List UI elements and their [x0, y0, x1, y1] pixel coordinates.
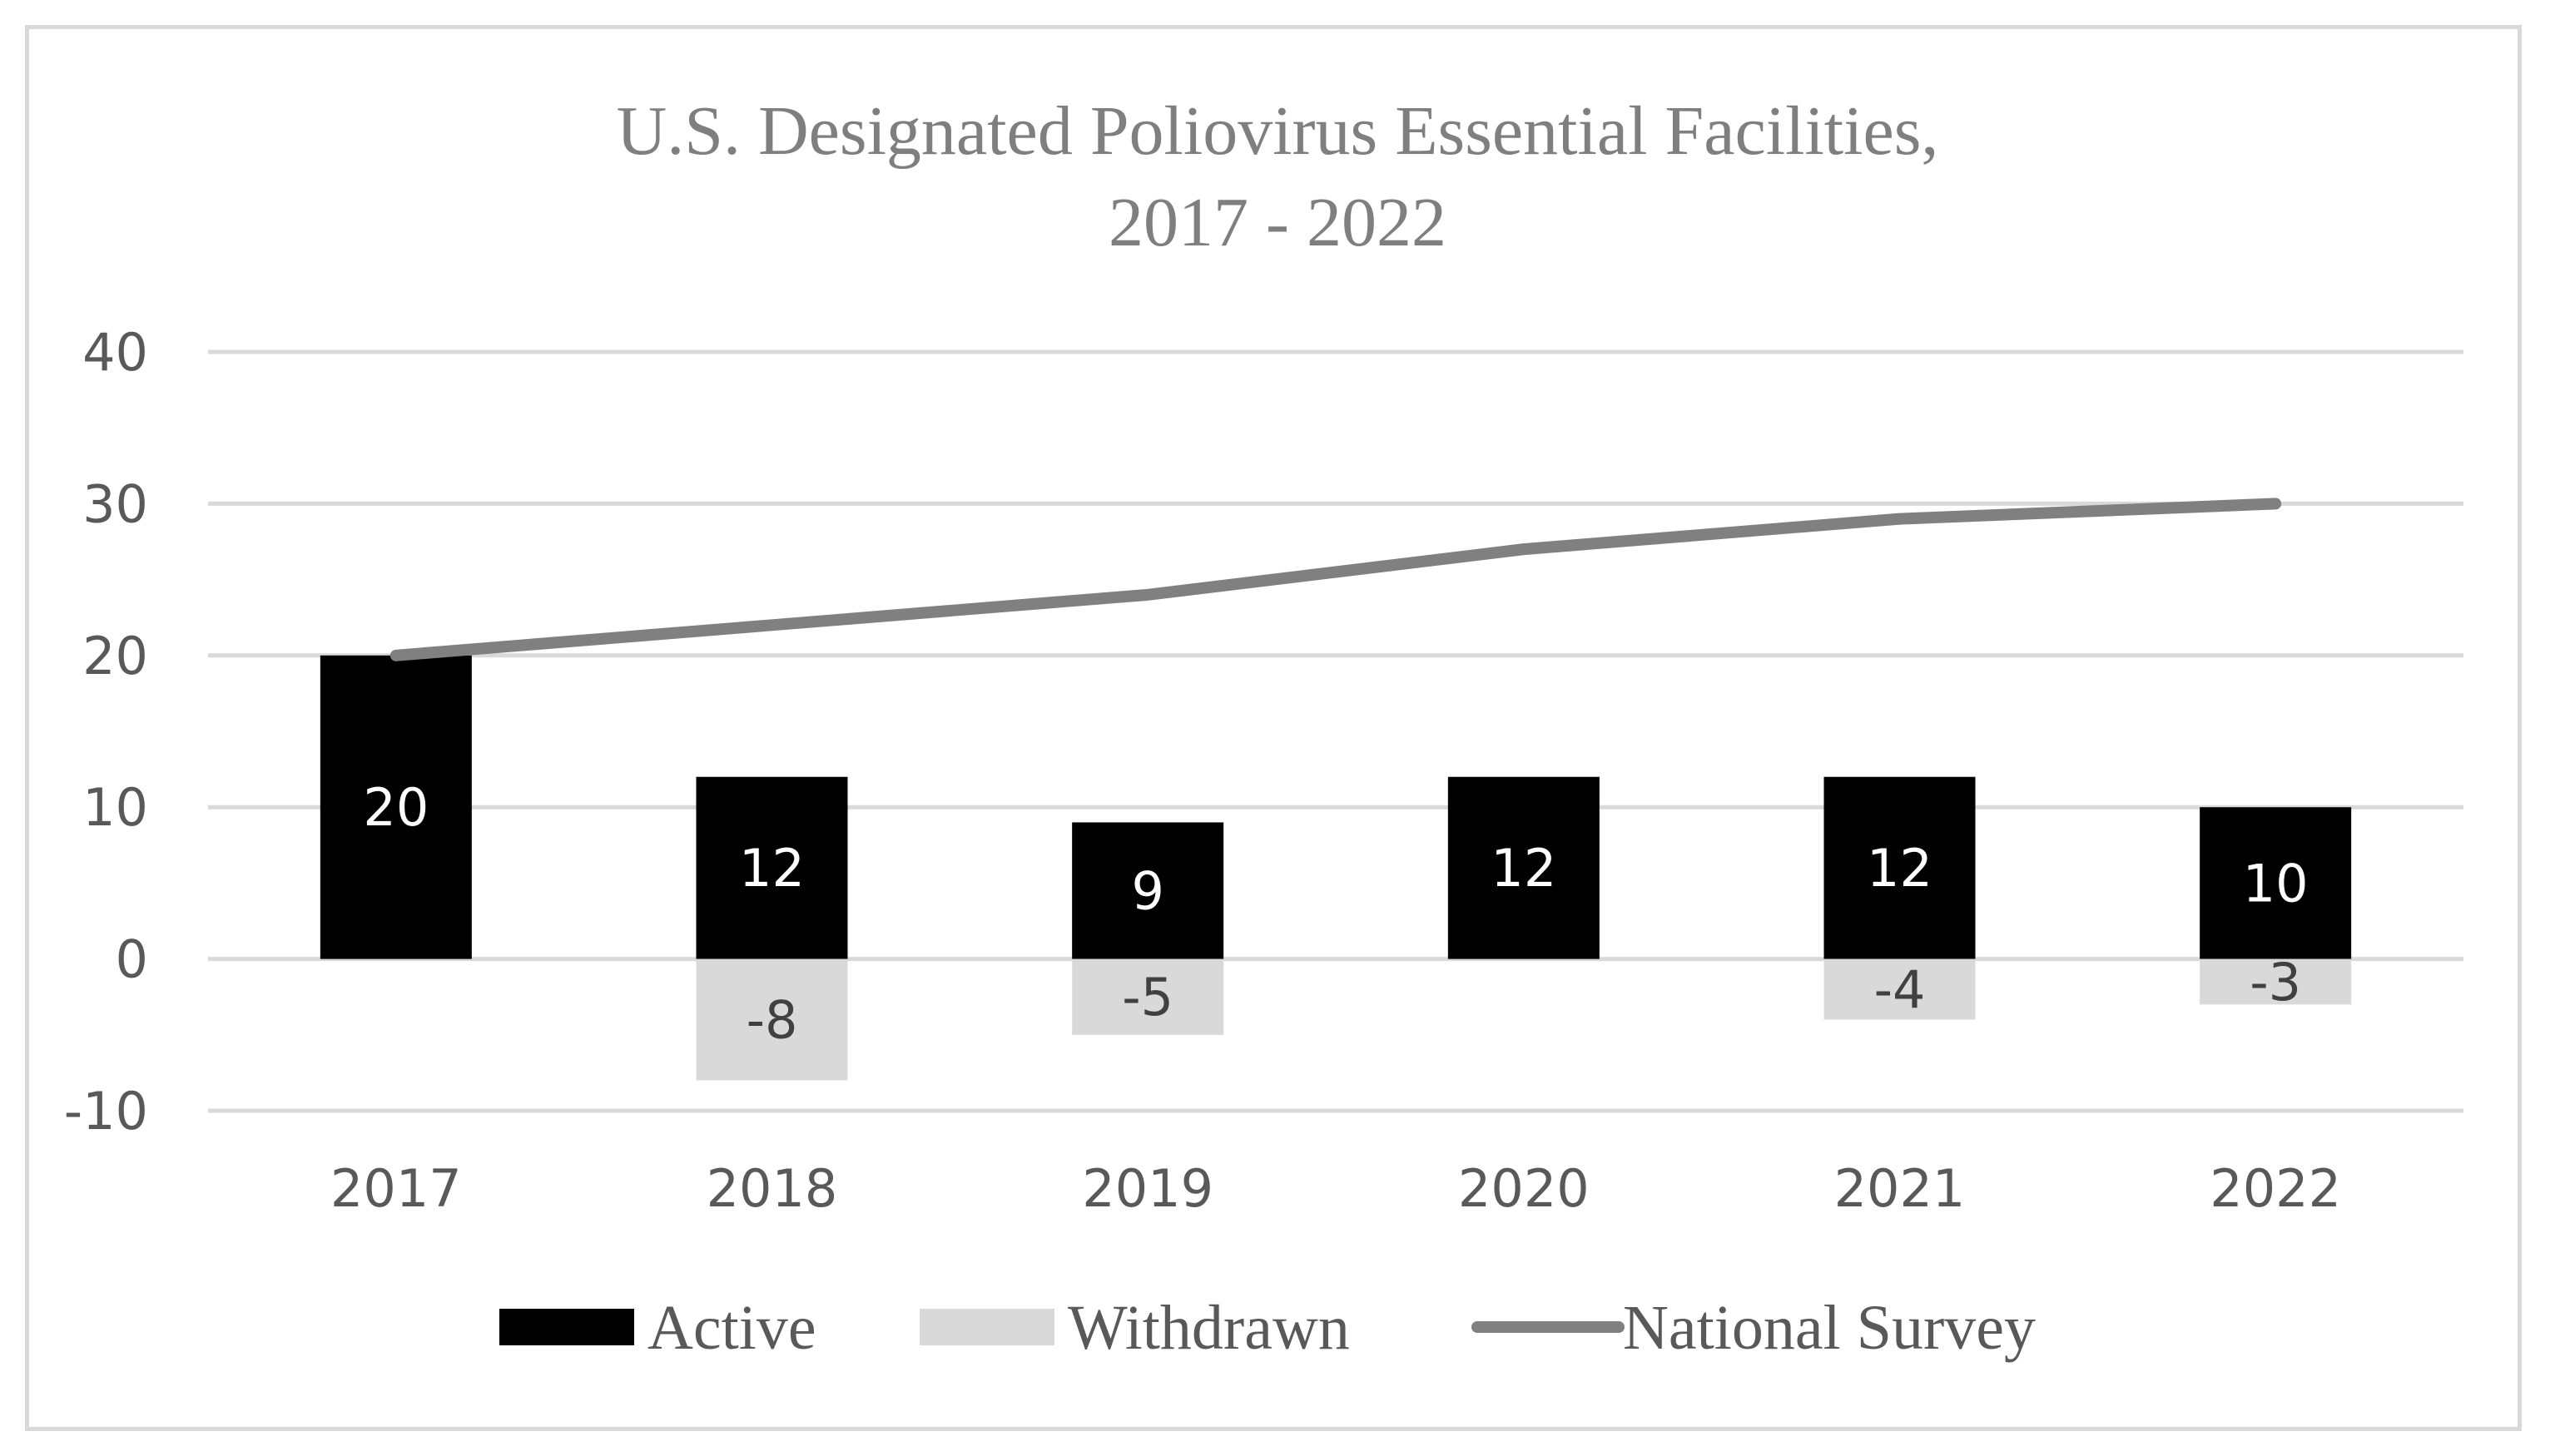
- y-tick-label: 10: [82, 777, 148, 838]
- withdrawn-data-label-2019: -5: [1122, 967, 1173, 1028]
- withdrawn-data-label-2022: -3: [2250, 952, 2301, 1013]
- active-bar-2022: [2200, 807, 2352, 959]
- y-tick-label: 0: [116, 929, 148, 990]
- withdrawn-bar-2022: [2200, 958, 2352, 1005]
- active-bar-2019: [1072, 822, 1224, 959]
- withdrawn-data-label-2021: -4: [1874, 959, 1926, 1020]
- withdrawn-bar-2021: [1823, 958, 1976, 1020]
- active-data-label-2020: 12: [1491, 838, 1556, 899]
- active-bar-2018: [696, 776, 848, 959]
- active-bar-2021: [1823, 776, 1976, 959]
- legend-label-withdrawn: Withdrawn: [1068, 1293, 1350, 1363]
- y-tick-label: -10: [64, 1081, 148, 1142]
- y-tick-label: 20: [82, 626, 148, 686]
- active-data-label-2018: 12: [739, 838, 805, 899]
- withdrawn-bar-2019: [1072, 958, 1224, 1035]
- withdrawn-bar-2018: [696, 958, 848, 1081]
- national-survey-line-layer: [389, 498, 2282, 661]
- active-bar-2020: [1447, 776, 1600, 959]
- chart-subtitle: 2017 - 2022: [1109, 184, 1446, 261]
- bars: [320, 655, 2352, 1081]
- withdrawn-data-label-2018: -8: [747, 990, 798, 1051]
- x-tick-label-2017: 2017: [330, 1158, 462, 1219]
- legend-swatch-withdrawn: [920, 1309, 1054, 1345]
- gridlines: -10 0 10 20 30 40: [64, 322, 2463, 1142]
- y-tick-label: 40: [82, 322, 148, 383]
- legend: Active Withdrawn National Survey: [499, 1293, 2036, 1363]
- active-data-label-2019: 9: [1131, 861, 1163, 922]
- national-survey-line: [389, 498, 2282, 661]
- active-data-label-2017: 20: [363, 777, 429, 838]
- active-bar-2017: [320, 655, 472, 959]
- legend-label-active: Active: [647, 1293, 816, 1363]
- active-data-label-2022: 10: [2243, 853, 2309, 914]
- x-tick-label-2018: 2018: [707, 1158, 838, 1219]
- chart-title: U.S. Designated Poliovirus Essential Fac…: [617, 92, 1939, 170]
- data-labels: 2017 2018 2019 2020 2021 2022 20 12 9 12 12 10 -8 -5 -…: [330, 777, 2341, 1219]
- x-tick-label-2019: 2019: [1082, 1158, 1213, 1219]
- x-tick-label-2020: 2020: [1458, 1158, 1590, 1219]
- legend-label-national-survey: National Survey: [1623, 1293, 2036, 1363]
- active-data-label-2021: 12: [1867, 838, 1932, 899]
- x-tick-label-2021: 2021: [1834, 1158, 1966, 1219]
- legend-swatch-active: [499, 1309, 634, 1345]
- y-tick-label: 30: [82, 473, 148, 534]
- x-tick-label-2022: 2022: [2210, 1158, 2341, 1219]
